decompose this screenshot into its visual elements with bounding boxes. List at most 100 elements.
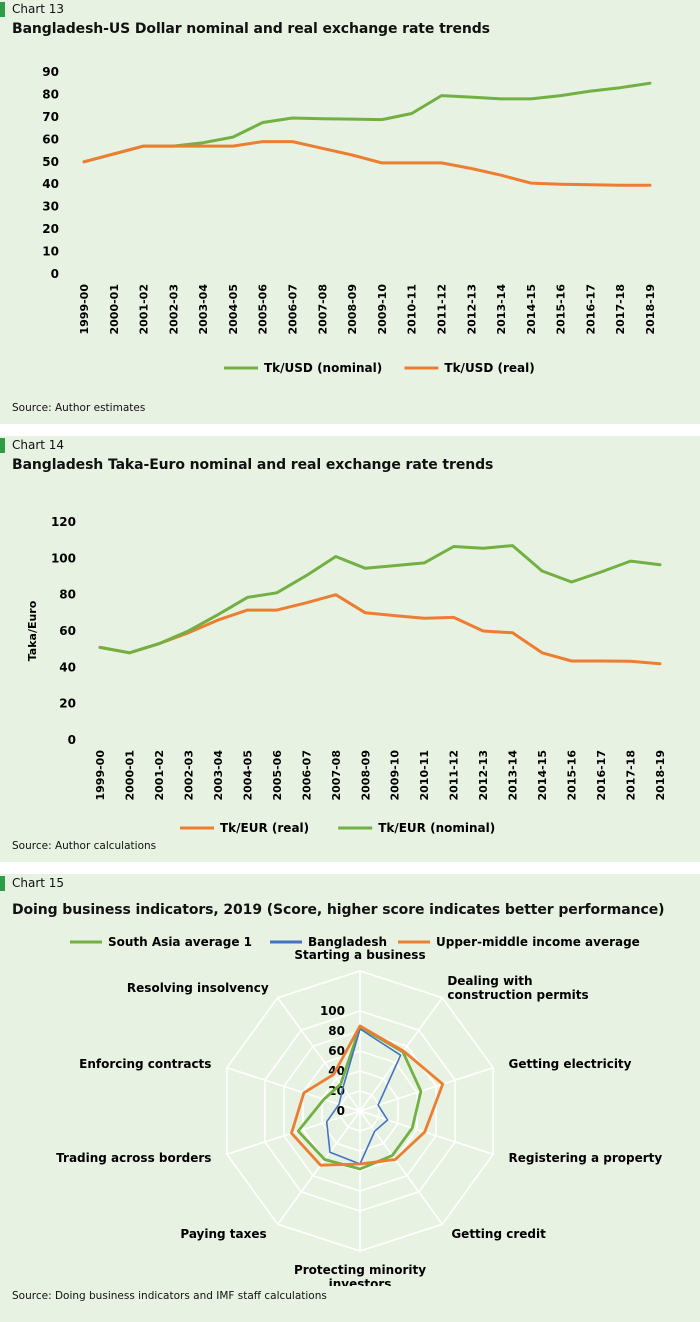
chart13-x-tick-label: 2012-13 bbox=[465, 284, 478, 335]
chart15-category-label-line: Resolving insolvency bbox=[127, 981, 269, 995]
chart13-x-tick-label: 2000-01 bbox=[108, 284, 121, 335]
chart13-x-tick-label: 2001-02 bbox=[138, 284, 151, 335]
chart13-x-tick-label: 2013-14 bbox=[495, 284, 508, 335]
chart14-y-tick-label: 0 bbox=[68, 733, 76, 747]
chart13-legend-label-0: Tk/USD (nominal) bbox=[264, 361, 382, 375]
chart15-r-tick-label: 0 bbox=[337, 1104, 345, 1118]
chart13-x-tick-label: 2015-16 bbox=[555, 284, 568, 335]
chart14-x-tick-label: 2007-08 bbox=[330, 750, 343, 801]
chart15-title: Doing business indicators, 2019 (Score, … bbox=[12, 902, 665, 918]
chart14-y-tick-label: 60 bbox=[59, 624, 76, 638]
chart13-source: Source: Author estimates bbox=[12, 402, 146, 414]
chart13-x-tick-label: 2008-09 bbox=[346, 284, 359, 335]
chart14-y-tick-label: 40 bbox=[59, 660, 76, 674]
chart15-category-label-line: Getting electricity bbox=[509, 1057, 632, 1071]
chart15-category-label-line: construction permits bbox=[447, 988, 588, 1002]
chart14-y-tick-label: 100 bbox=[51, 551, 76, 565]
chart13-x-tick-label: 2009-10 bbox=[376, 284, 389, 335]
chart15-category-label: Getting credit bbox=[451, 1227, 546, 1241]
chart13-x-tick-label: 2014-15 bbox=[525, 284, 538, 335]
chart15-spoke bbox=[277, 1110, 361, 1225]
chart14-y-axis-label: Taka/Euro bbox=[26, 600, 39, 661]
chart15-category-label: Trading across borders bbox=[56, 1151, 211, 1165]
chart15-spoke bbox=[359, 1110, 494, 1156]
chart15-category-label-line: investors bbox=[329, 1277, 392, 1286]
chart13-y-tick-label: 40 bbox=[42, 177, 59, 191]
chart15-category-label-line: Starting a business bbox=[294, 948, 425, 962]
chart15-category-label: Registering a property bbox=[509, 1151, 663, 1165]
chart13-y-tick-label: 30 bbox=[42, 200, 59, 214]
chart15-series-polygon-2 bbox=[290, 1024, 445, 1167]
chart13-marker bbox=[0, 2, 5, 17]
chart14-y-tick-label: 80 bbox=[59, 588, 76, 602]
chart14-x-tick-label: 2006-07 bbox=[300, 750, 313, 801]
chart14-x-tick-label: 2009-10 bbox=[389, 750, 402, 801]
chart13-series-line-1 bbox=[82, 140, 652, 187]
chart13-y-tick-label: 70 bbox=[42, 110, 59, 124]
chart15-category-label-line: Registering a property bbox=[509, 1151, 663, 1165]
chart13-legend-label-1: Tk/USD (real) bbox=[444, 361, 534, 375]
chart15-category-label-line: Trading across borders bbox=[56, 1151, 211, 1165]
chart13-y-tick-label: 80 bbox=[42, 87, 59, 101]
chart14-x-tick-label: 2017-18 bbox=[625, 750, 638, 801]
chart15-label: Chart 15 bbox=[12, 876, 65, 890]
chart14-x-tick-label: 2013-14 bbox=[507, 750, 520, 801]
chart15-legend-label-1: Bangladesh bbox=[308, 935, 387, 949]
chart15-category-label-line: Dealing with bbox=[447, 974, 532, 988]
chart13-title: Bangladesh-US Dollar nominal and real ex… bbox=[12, 21, 490, 37]
chart15-spoke bbox=[277, 997, 361, 1112]
chart15-spoke bbox=[359, 1066, 494, 1112]
chart14-series-line-1 bbox=[98, 544, 662, 655]
chart15-category-label: Protecting minority investors bbox=[294, 1263, 426, 1286]
chart14-x-tick-label: 2014-15 bbox=[536, 750, 549, 801]
chart15-category-label: Dealing with construction permits bbox=[447, 974, 588, 1002]
chart13-x-tick-label: 2007-08 bbox=[316, 284, 329, 335]
chart14-panel: Chart 14 Bangladesh Taka-Euro nominal an… bbox=[0, 436, 700, 862]
chart15-legend-label-0: South Asia average 1 bbox=[108, 935, 252, 949]
chart15-category-label: Paying taxes bbox=[180, 1227, 266, 1241]
chart13-plot: 0 10 20 30 40 50 60 70 80 90 1999-00 2000-01 2001-02… bbox=[42, 65, 657, 375]
chart14-x-tick-label: 2012-13 bbox=[477, 750, 490, 801]
chart13-y-tick-label: 20 bbox=[42, 222, 59, 236]
chart14-legend-label-0: Tk/EUR (real) bbox=[220, 821, 309, 835]
chart15-spoke bbox=[359, 997, 443, 1112]
chart14-label: Chart 14 bbox=[12, 438, 65, 452]
chart13-x-tick-label: 2002-03 bbox=[167, 284, 180, 335]
chart13-y-tick-label: 0 bbox=[51, 267, 59, 281]
chart15-spoke bbox=[359, 1110, 443, 1225]
chart15-r-tick-label: 60 bbox=[328, 1044, 345, 1058]
chart13-x-tick-label: 2010-11 bbox=[406, 284, 419, 335]
chart15-r-tick-label: 100 bbox=[320, 1004, 345, 1018]
chart14-x-tick-label: 2011-12 bbox=[448, 750, 461, 801]
chart14-x-tick-label: 2008-09 bbox=[359, 750, 372, 801]
chart14-x-tick-label: 2010-11 bbox=[418, 750, 431, 801]
chart14-y-tick-label: 20 bbox=[59, 697, 76, 711]
chart13-x-tick-label: 2005-06 bbox=[257, 284, 270, 335]
chart15-legend-label-2: Upper-middle income average bbox=[436, 935, 640, 949]
chart15-category-label: Starting a business bbox=[294, 948, 425, 962]
chart14-plot: Taka/Euro 0 20 40 60 80 100 120 1999-00 2000-01 20… bbox=[26, 515, 667, 835]
chart15-category-label: Enforcing contracts bbox=[79, 1057, 211, 1071]
chart15-category-label-line: Getting credit bbox=[451, 1227, 546, 1241]
chart15-panel: Chart 15 Doing business indicators, 2019… bbox=[0, 874, 700, 1322]
chart13-x-tick-label: 2016-17 bbox=[584, 284, 597, 335]
chart13-x-tick-label: 2017-18 bbox=[614, 284, 627, 335]
chart13-y-tick-label: 50 bbox=[42, 155, 59, 169]
chart15-spoke bbox=[226, 1066, 361, 1112]
chart15-spoke bbox=[226, 1110, 361, 1156]
chart14-x-tick-label: 2001-02 bbox=[153, 750, 166, 801]
chart14-marker bbox=[0, 438, 5, 453]
chart14-title: Bangladesh Taka-Euro nominal and real ex… bbox=[12, 457, 494, 473]
chart14-x-tick-label: 2018-19 bbox=[654, 750, 667, 801]
chart14-x-tick-label: 2016-17 bbox=[595, 750, 608, 801]
chart15-series-polygon-0 bbox=[296, 1025, 423, 1171]
chart13-x-tick-label: 1999-00 bbox=[78, 284, 91, 335]
chart14-y-tick-label: 120 bbox=[51, 515, 76, 529]
chart14-x-tick-label: 2015-16 bbox=[566, 750, 579, 801]
chart13-panel: Chart 13 Bangladesh-US Dollar nominal an… bbox=[0, 0, 700, 424]
chart14-source: Source: Author calculations bbox=[12, 840, 157, 852]
chart13-x-tick-label: 2011-12 bbox=[435, 284, 448, 335]
chart14-x-tick-label: 2004-05 bbox=[241, 750, 254, 801]
chart13-x-tick-label: 2006-07 bbox=[287, 284, 300, 335]
chart14-x-tick-label: 2005-06 bbox=[271, 750, 284, 801]
